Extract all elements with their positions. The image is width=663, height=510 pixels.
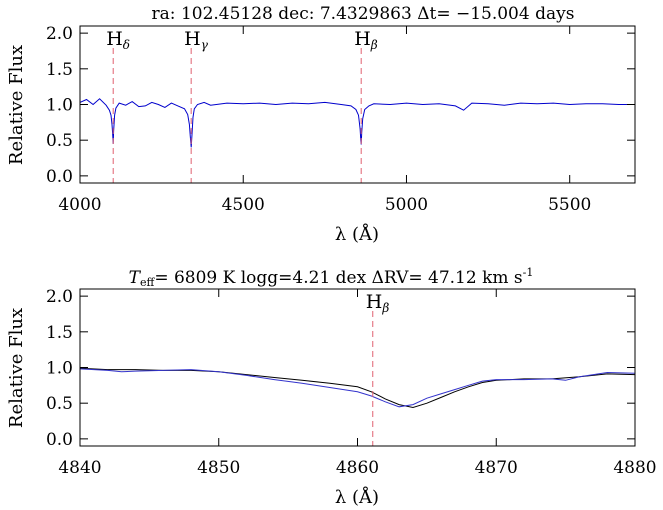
y-tick-label: 1.5 xyxy=(46,323,73,343)
bottom-title: Teff= 6809 K logg=4.21 dex ΔRV= 47.12 km… xyxy=(129,266,534,289)
title-teff-subscript: eff xyxy=(140,276,156,289)
top-series-group xyxy=(79,98,635,148)
bottom-series-group xyxy=(79,367,636,409)
bottom-x-ticks: 4840 4850 4860 4870 4880 xyxy=(58,289,657,478)
top-panel: ra: 102.45128 dec: 7.4329863 Δt= −15.004… xyxy=(6,4,636,245)
top-line-markers: Hδ Hγ Hβ xyxy=(106,28,378,183)
title-unit-superscript: -1 xyxy=(523,266,534,279)
x-tick-label: 4870 xyxy=(475,458,518,478)
x-tick-label: 4500 xyxy=(222,195,265,215)
line-marker-label: Hβ xyxy=(354,28,378,52)
series-line-1 xyxy=(79,98,635,148)
x-tick-label: 4000 xyxy=(58,195,101,215)
x-tick-label: 4840 xyxy=(58,458,101,478)
y-tick-label: 0.5 xyxy=(46,131,73,151)
line-marker-label: Hβ xyxy=(366,291,390,315)
top-x-axis-label: λ (Å) xyxy=(335,223,379,245)
title-params-text: = 6809 K logg=4.21 dex ΔRV= 47.12 km s xyxy=(154,268,522,288)
bottom-line-markers: Hβ xyxy=(366,291,390,446)
line-marker-label: Hγ xyxy=(184,28,209,52)
series-line-2 xyxy=(79,368,636,408)
y-tick-label: 0.5 xyxy=(46,394,73,414)
line-marker-label: Hδ xyxy=(106,28,130,52)
top-y-axis-label: Relative Flux xyxy=(6,45,27,165)
y-tick-label: 2.0 xyxy=(46,24,73,44)
top-title: ra: 102.45128 dec: 7.4329863 Δt= −15.004… xyxy=(152,4,575,24)
x-tick-label: 4860 xyxy=(336,458,379,478)
bottom-y-ticks: 0.0 0.5 1.0 1.5 2.0 xyxy=(46,287,635,450)
top-y-ticks: 0.0 0.5 1.0 1.5 2.0 xyxy=(46,24,635,187)
y-tick-label: 0.0 xyxy=(46,167,73,187)
bottom-plot-frame xyxy=(79,288,636,447)
bottom-x-axis-label: λ (Å) xyxy=(335,486,379,508)
x-tick-label: 5000 xyxy=(385,195,428,215)
y-tick-label: 2.0 xyxy=(46,287,73,307)
series-line-1 xyxy=(79,367,636,409)
top-x-ticks: 4000 4500 5000 5500 xyxy=(58,26,591,215)
y-tick-label: 1.0 xyxy=(46,96,73,116)
x-tick-label: 4850 xyxy=(197,458,240,478)
bottom-y-axis-label: Relative Flux xyxy=(6,308,27,428)
x-tick-label: 5500 xyxy=(548,195,591,215)
y-tick-label: 0.0 xyxy=(46,430,73,450)
x-tick-label: 4880 xyxy=(613,458,656,478)
bottom-panel: Teff= 6809 K logg=4.21 dex ΔRV= 47.12 km… xyxy=(6,266,657,508)
y-tick-label: 1.5 xyxy=(46,60,73,80)
y-tick-label: 1.0 xyxy=(46,359,73,379)
title-teff-symbol: T xyxy=(129,268,142,288)
